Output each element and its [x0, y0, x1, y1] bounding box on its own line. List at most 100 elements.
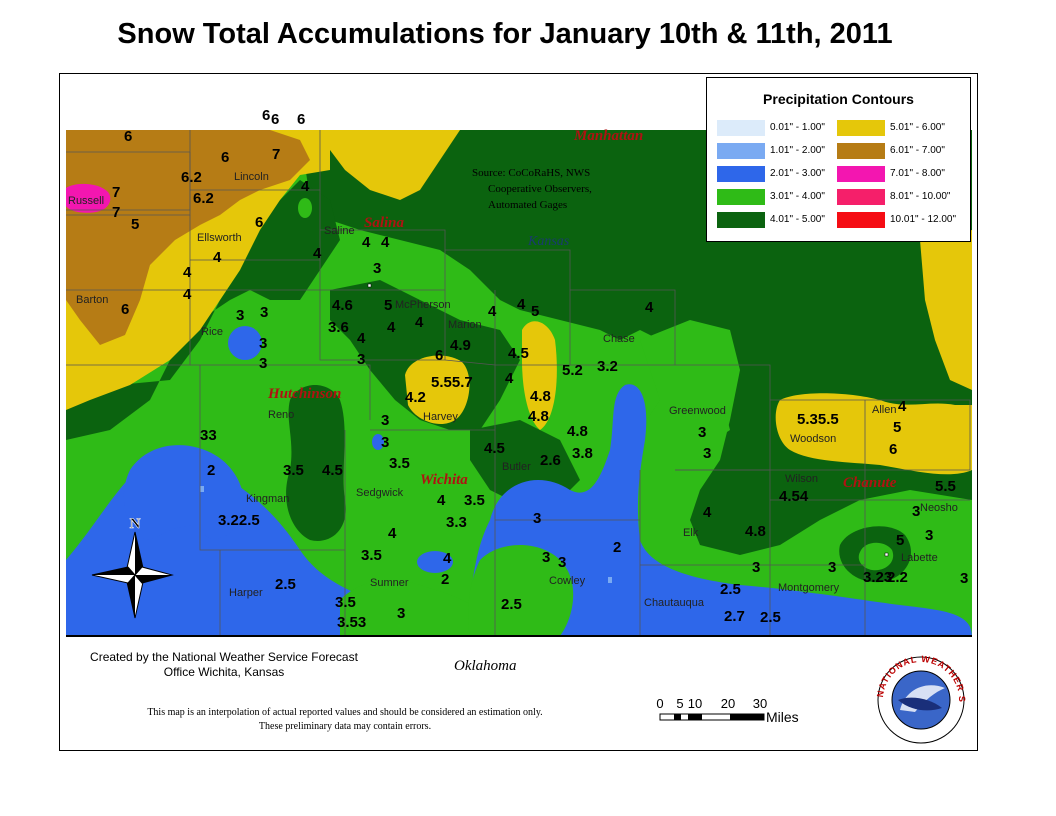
contour-6-7	[66, 130, 310, 345]
contour-5-6-woodson	[775, 393, 972, 475]
snow-value: 2.7	[724, 608, 745, 625]
contour-3-4-labette	[858, 542, 894, 571]
snow-value: 6	[124, 128, 132, 145]
scale-tick: 20	[721, 696, 735, 711]
legend-label: 2.01" - 3.00"	[770, 168, 825, 179]
city-label: Hutchinson	[267, 386, 341, 402]
county-label: Lincoln	[234, 171, 269, 183]
snow-value: 6.2	[193, 190, 214, 207]
contour-2-3-rice	[228, 326, 262, 360]
snow-value: 2.5	[720, 581, 741, 598]
snow-totals: 6 6 6 6 7 6 6.2 6.2 7 7 5 4 6 4 4 4 4 4 …	[112, 107, 956, 631]
snow-value: 2.5	[501, 596, 522, 613]
credit-text: Created by the National Weather Service …	[64, 650, 384, 680]
snow-value: 3.23	[863, 569, 892, 586]
county-label: Allen	[872, 404, 896, 416]
county-label: Reno	[268, 409, 294, 421]
snow-value: 5.35.5	[797, 411, 839, 428]
snow-value: 3.5	[464, 492, 485, 509]
contour-5-6-harvey	[405, 355, 470, 425]
county-label: Sedgwick	[356, 487, 404, 499]
county-label: Harvey	[423, 411, 458, 423]
county-label: Wilson	[785, 473, 818, 485]
county-label: Greenwood	[669, 405, 726, 417]
snow-value: 2.5	[275, 576, 296, 593]
disclaimer-line: This map is an interpolation of actual r…	[147, 707, 543, 718]
snow-value: 5	[384, 297, 392, 314]
snow-value: 4	[488, 303, 497, 320]
snow-value: 5.5	[935, 478, 956, 495]
scale-bar: 0 5 10 20 30 Miles	[656, 696, 798, 725]
snow-value: 4	[703, 504, 712, 521]
city-labels: Manhattan Salina Hutchinson Wichita Chan…	[267, 128, 897, 491]
legend: Precipitation Contours 0.01" - 1.00" 1.0…	[706, 77, 971, 242]
legend-label: 8.01" - 10.00"	[890, 191, 951, 202]
snow-value: 3	[357, 351, 365, 368]
legend-swatch	[837, 212, 885, 228]
snow-value: 2.5	[760, 609, 781, 626]
snow-value: 2.6	[540, 452, 561, 469]
snow-value: 4	[437, 492, 446, 509]
snow-value: 6	[435, 347, 443, 364]
snow-value: 5	[896, 532, 904, 549]
snow-value: 4	[898, 398, 907, 415]
snow-value: 3.5	[361, 547, 382, 564]
legend-swatch	[717, 120, 765, 136]
legend-swatch	[837, 143, 885, 159]
snow-value: 3	[259, 335, 267, 352]
county-label: Kingman	[246, 493, 289, 505]
legend-label: 4.01" - 5.00"	[770, 214, 825, 225]
snow-value: 3	[558, 554, 566, 571]
source-line: Cooperative Observers,	[488, 183, 592, 195]
county-label: Butler	[502, 461, 531, 473]
source-line: Automated Gages	[488, 199, 567, 211]
snow-value: 4.5	[484, 440, 505, 457]
snow-value: 3.5	[283, 462, 304, 479]
snow-value: 3.3	[446, 514, 467, 531]
contour-3-4-cowley	[468, 545, 574, 636]
county-label: Elk	[683, 527, 699, 539]
county-label: Labette	[901, 552, 938, 564]
snow-value: 7	[272, 146, 280, 163]
contour-4-5-harvey	[330, 280, 520, 430]
disclaimer: This map is an interpolation of actual r…	[70, 706, 620, 734]
snow-value: 3	[703, 445, 711, 462]
disclaimer-line: These preliminary data may contain error…	[258, 721, 432, 732]
snow-value: 3	[698, 424, 706, 441]
snow-value: 6	[297, 111, 305, 128]
snow-value: 2	[613, 539, 621, 556]
snow-value: 3	[381, 434, 389, 451]
contour-5-6-marion	[522, 321, 557, 430]
snow-value: 3	[542, 549, 550, 566]
county-label: Harper	[229, 587, 263, 599]
contour-3-4-lincoln	[298, 198, 312, 218]
source-line: Source: CoCoRaHS, NWS	[472, 167, 590, 179]
contour-7-8	[66, 183, 111, 213]
snow-value: 4.5	[508, 345, 529, 362]
snow-value: 4	[213, 249, 222, 266]
legend-label: 3.01" - 4.00"	[770, 191, 825, 202]
legend-label: 1.01" - 2.00"	[770, 145, 825, 156]
legend-swatch	[717, 189, 765, 205]
snow-value: 4.6	[332, 297, 353, 314]
source-text: Source: CoCoRaHS, NWS Cooperative Observ…	[472, 167, 592, 211]
snow-value: 2	[441, 571, 449, 588]
snow-value: 4	[301, 178, 310, 195]
snow-value: 5	[531, 303, 539, 320]
city-label: Chanute	[843, 475, 897, 491]
contour-layer	[66, 130, 972, 636]
city-label: Manhattan	[573, 128, 643, 144]
snow-value: 3	[752, 559, 760, 576]
snow-value: 3.2	[597, 358, 618, 375]
legend-swatch	[717, 166, 765, 182]
snow-value: 4.5	[322, 462, 343, 479]
contour-3-4-sumner	[340, 580, 500, 636]
snow-value: 4.54	[779, 488, 809, 505]
county-label: Rice	[201, 326, 223, 338]
snow-value: 4	[357, 330, 366, 347]
legend-swatch	[717, 143, 765, 159]
snow-value: 3.8	[572, 445, 593, 462]
snow-value: 3	[373, 260, 381, 277]
snow-value: 4.2	[405, 389, 426, 406]
legend-label: 7.01" - 8.00"	[890, 168, 945, 179]
